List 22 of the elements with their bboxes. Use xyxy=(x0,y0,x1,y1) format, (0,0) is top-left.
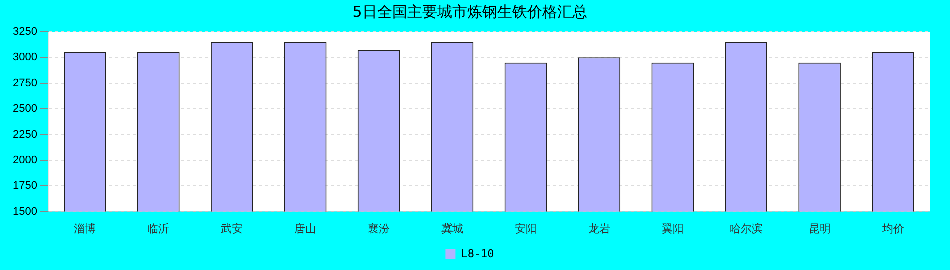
y-tick-label: 1750 xyxy=(12,180,38,192)
y-tick-label: 2000 xyxy=(12,154,38,166)
y-tick-label: 1500 xyxy=(12,206,38,218)
x-tick-label: 临沂 xyxy=(148,222,170,236)
x-tick-label: 昆明 xyxy=(808,223,831,236)
x-tick-label: 武安 xyxy=(221,222,244,236)
x-tick-label: 襄汾 xyxy=(368,222,390,236)
y-tick-label: 2500 xyxy=(12,103,38,116)
x-tick-label: 哈尔滨 xyxy=(730,222,763,236)
y-tick-label: 3000 xyxy=(12,52,38,64)
legend-label: L8-10 xyxy=(461,247,494,260)
x-tick-label: 龙岩 xyxy=(588,222,610,236)
y-tick-label: 2250 xyxy=(12,128,38,141)
x-tick-label: 安阳 xyxy=(514,222,537,236)
y-tick-label: 2750 xyxy=(12,77,38,90)
x-tick-label: 唐山 xyxy=(294,222,317,236)
x-tick-label: 淄博 xyxy=(74,222,96,236)
x-tick-label: 翼阳 xyxy=(662,223,684,236)
y-tick-label: 3250 xyxy=(12,26,38,38)
x-tick-label: 均价 xyxy=(881,223,904,236)
x-tick-label: 冀城 xyxy=(442,222,464,236)
chart-title: 5日全国主要城市炼钢生铁价格汇总 xyxy=(352,2,588,21)
